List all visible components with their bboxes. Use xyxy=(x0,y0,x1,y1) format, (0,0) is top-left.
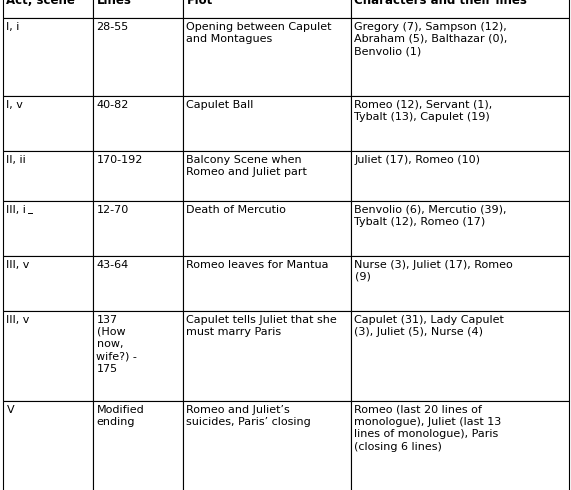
Bar xyxy=(183,150,351,200)
Bar xyxy=(183,400,351,490)
Text: Capulet tells Juliet that she
must marry Paris: Capulet tells Juliet that she must marry… xyxy=(187,315,337,337)
Bar xyxy=(183,311,351,400)
Text: Romeo and Juliet’s
suicides, Paris’ closing: Romeo and Juliet’s suicides, Paris’ clos… xyxy=(187,405,311,427)
Text: 170-192: 170-192 xyxy=(96,154,143,165)
Text: III, v: III, v xyxy=(6,315,30,324)
Bar xyxy=(351,311,569,400)
Bar xyxy=(351,96,569,150)
Bar xyxy=(183,18,351,96)
Bar xyxy=(183,255,351,311)
Text: Capulet Ball: Capulet Ball xyxy=(187,99,254,109)
Text: Romeo leaves for Mantua: Romeo leaves for Mantua xyxy=(187,260,329,270)
Text: Gregory (7), Sampson (12),
Abraham (5), Balthazar (0),
Benvolio (1): Gregory (7), Sampson (12), Abraham (5), … xyxy=(355,22,508,56)
Text: Death of Mercutio: Death of Mercutio xyxy=(187,204,287,215)
Text: 43-64: 43-64 xyxy=(96,260,128,270)
Text: II, ii: II, ii xyxy=(6,154,26,165)
Bar xyxy=(2,311,93,400)
Bar xyxy=(93,18,183,96)
Text: Romeo (12), Servant (1),
Tybalt (13), Capulet (19): Romeo (12), Servant (1), Tybalt (13), Ca… xyxy=(355,99,493,122)
Text: 28-55: 28-55 xyxy=(96,22,128,31)
Bar xyxy=(351,18,569,96)
Bar xyxy=(93,200,183,255)
Bar xyxy=(93,0,183,18)
Text: III, v: III, v xyxy=(6,260,30,270)
Bar xyxy=(2,200,93,255)
Text: Plot: Plot xyxy=(187,0,213,6)
Text: Nurse (3), Juliet (17), Romeo
(9): Nurse (3), Juliet (17), Romeo (9) xyxy=(355,260,513,282)
Bar xyxy=(93,96,183,150)
Text: Balcony Scene when
Romeo and Juliet part: Balcony Scene when Romeo and Juliet part xyxy=(187,154,307,177)
Bar xyxy=(183,96,351,150)
Bar xyxy=(351,400,569,490)
Text: I, i: I, i xyxy=(6,22,20,31)
Bar xyxy=(93,255,183,311)
Text: Juliet (17), Romeo (10): Juliet (17), Romeo (10) xyxy=(355,154,481,165)
Text: Modified
ending: Modified ending xyxy=(96,405,144,427)
Bar xyxy=(183,0,351,18)
Text: Lines: Lines xyxy=(96,0,131,6)
Text: Opening between Capulet
and Montagues: Opening between Capulet and Montagues xyxy=(187,22,332,44)
Text: 12-70: 12-70 xyxy=(96,204,128,215)
Bar xyxy=(351,150,569,200)
Text: Act, scene: Act, scene xyxy=(6,0,75,6)
Bar xyxy=(351,0,569,18)
Bar xyxy=(93,311,183,400)
Bar xyxy=(2,96,93,150)
Bar xyxy=(2,400,93,490)
Text: V: V xyxy=(6,405,14,415)
Text: III, i: III, i xyxy=(6,204,26,215)
Text: 137
(How
now,
wife?) -
175: 137 (How now, wife?) - 175 xyxy=(96,315,138,374)
Text: Benvolio (6), Mercutio (39),
Tybalt (12), Romeo (17): Benvolio (6), Mercutio (39), Tybalt (12)… xyxy=(355,204,507,227)
Bar xyxy=(183,200,351,255)
Text: 40-82: 40-82 xyxy=(96,99,129,109)
Bar xyxy=(351,255,569,311)
Bar xyxy=(2,255,93,311)
Bar xyxy=(93,400,183,490)
Text: I, v: I, v xyxy=(6,99,23,109)
Bar xyxy=(93,150,183,200)
Bar xyxy=(351,200,569,255)
Text: Romeo (last 20 lines of
monologue), Juliet (last 13
lines of monologue), Paris
(: Romeo (last 20 lines of monologue), Juli… xyxy=(355,405,502,452)
Text: Characters and their lines: Characters and their lines xyxy=(355,0,528,6)
Bar xyxy=(2,0,93,18)
Text: Capulet (31), Lady Capulet
(3), Juliet (5), Nurse (4): Capulet (31), Lady Capulet (3), Juliet (… xyxy=(355,315,504,337)
Bar xyxy=(2,18,93,96)
Bar xyxy=(2,150,93,200)
